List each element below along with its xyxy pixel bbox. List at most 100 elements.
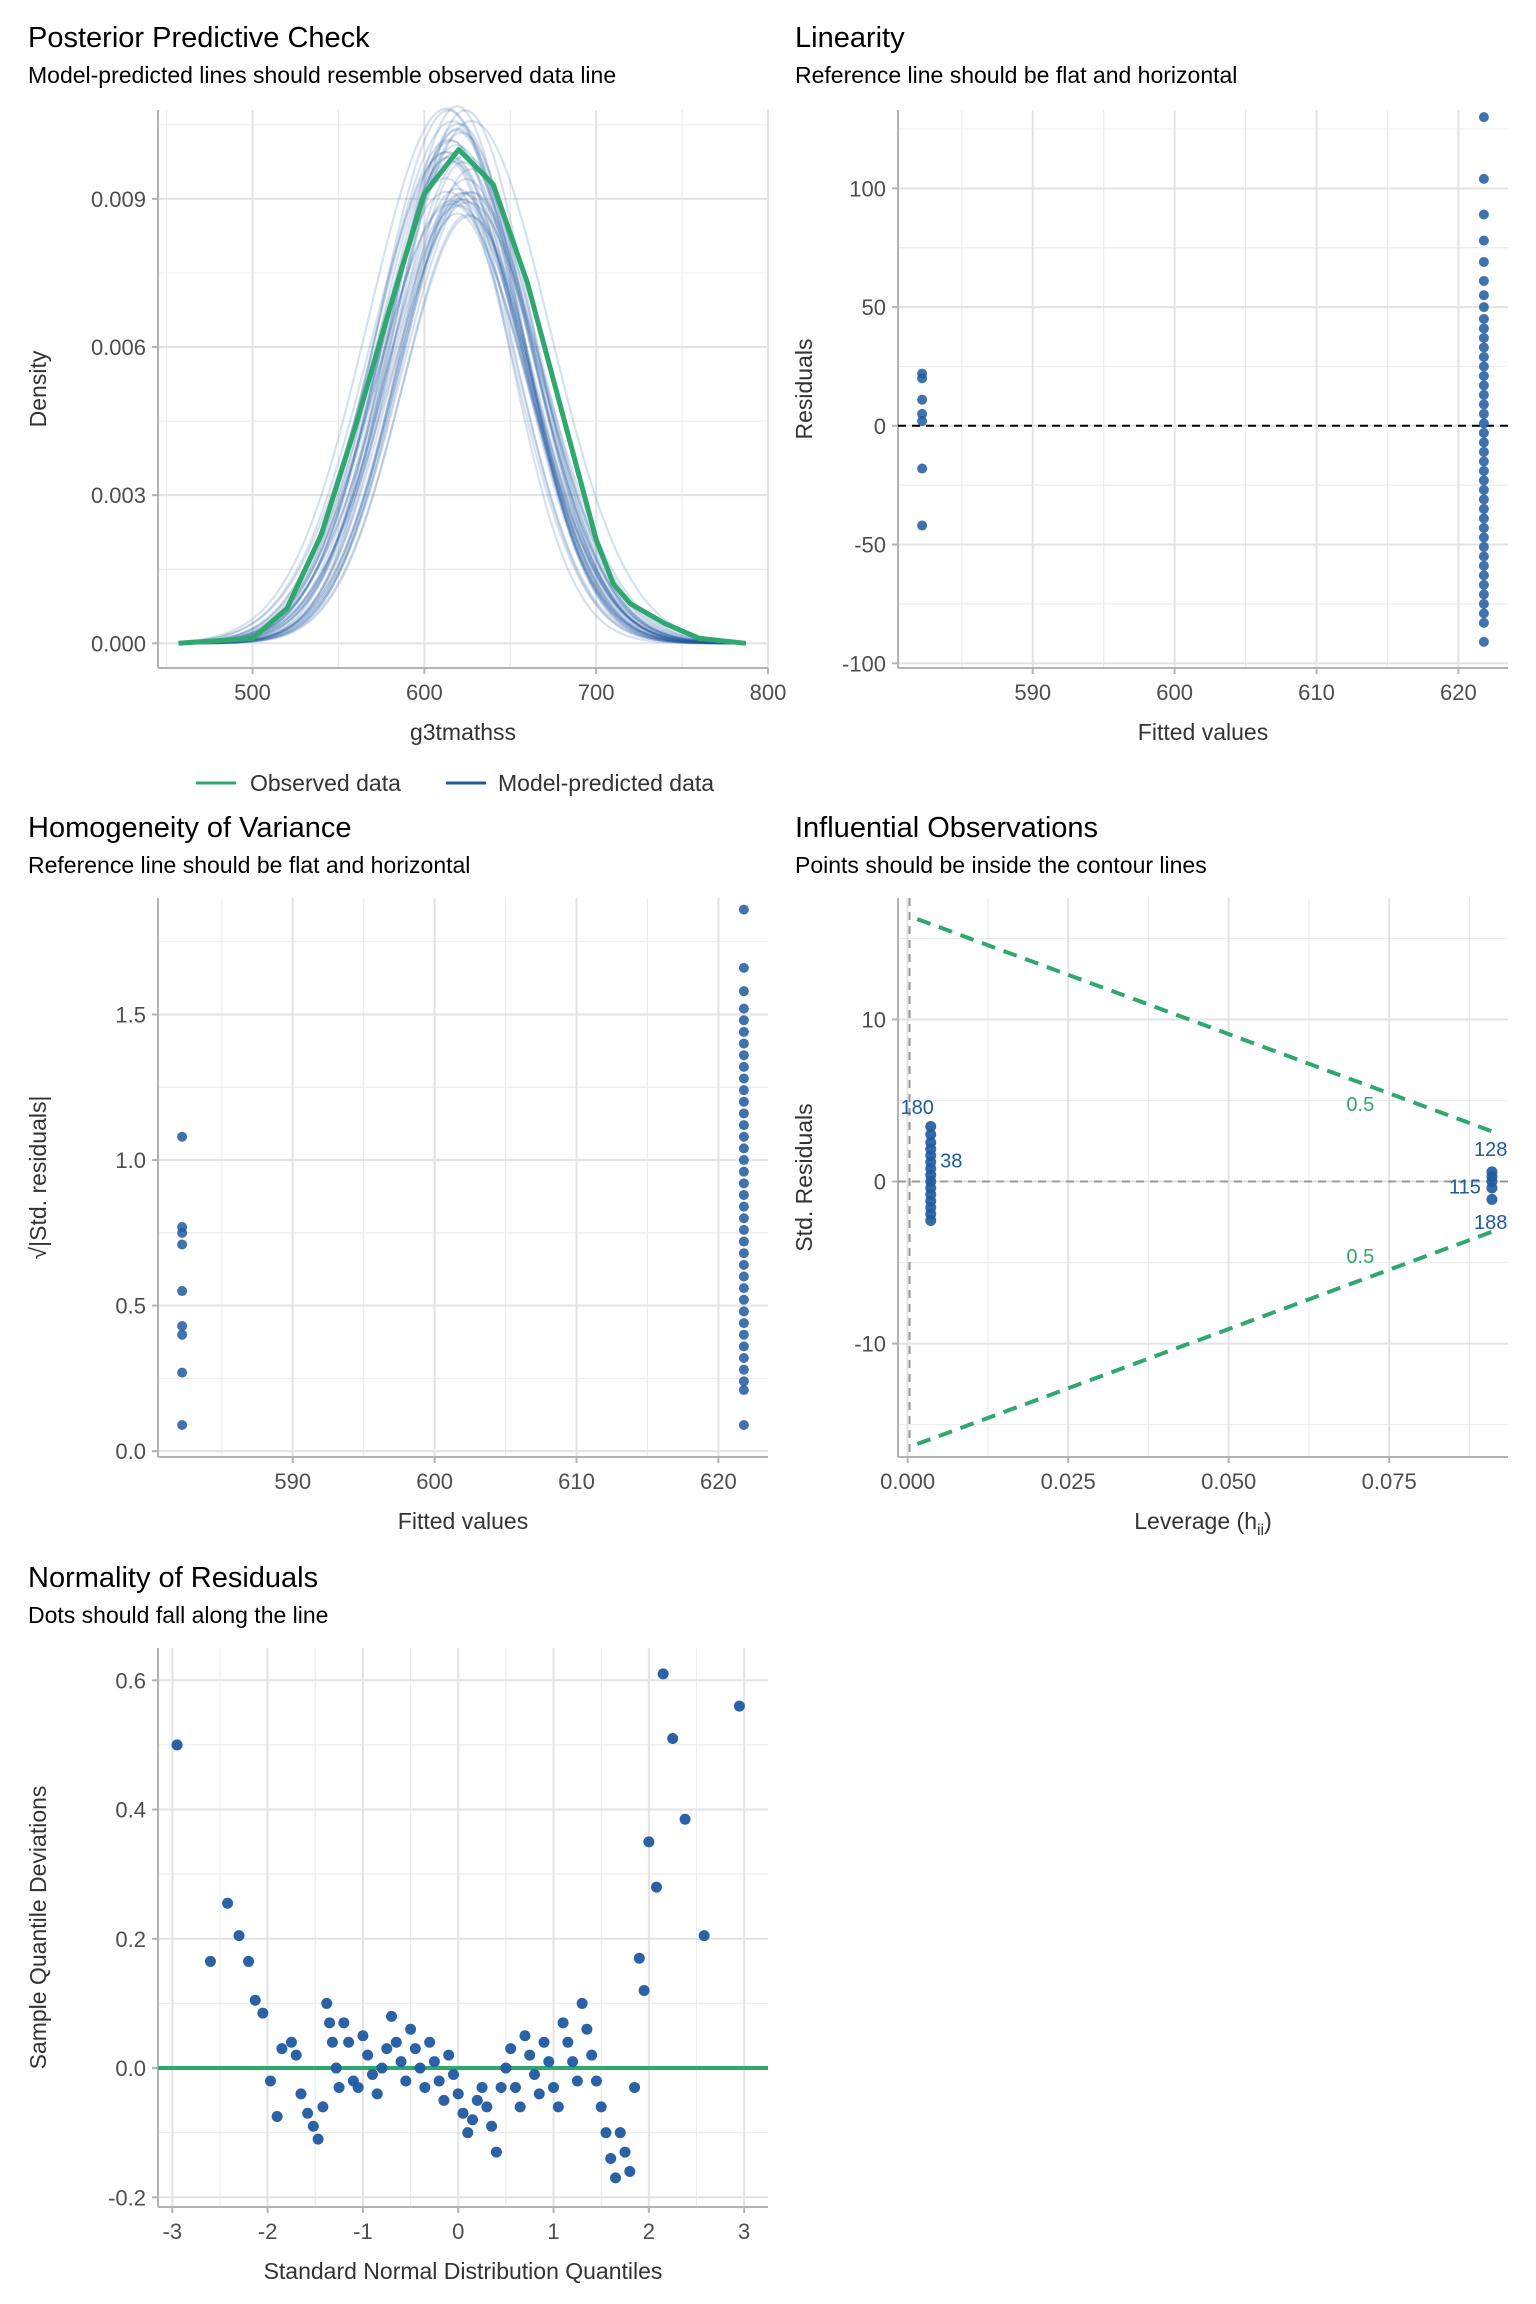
lin-point [1478, 503, 1489, 514]
nor-point [650, 1881, 662, 1893]
nor-point [667, 1732, 679, 1744]
hov-point [738, 1085, 749, 1096]
nor-point [321, 1997, 333, 2009]
nor-y-tick-label: 0.2 [115, 1927, 146, 1952]
lin-point [1478, 399, 1489, 410]
lin-axes: 590 600 610 620 -100 -50 0 50 100 Fitted values Re… [791, 110, 1508, 745]
nor-point [409, 2043, 421, 2055]
nor-y-tick-label: 0.0 [115, 2056, 146, 2081]
lin-point [1478, 332, 1489, 343]
ppc-predicted-line [178, 187, 746, 645]
lin-subtitle: Reference line should be flat and horizo… [795, 62, 1238, 88]
lin-y-tick-label: 50 [862, 295, 886, 320]
inf-x-tick-label: 0.000 [880, 1469, 935, 1494]
lin-point [917, 408, 928, 419]
ppc-predicted-line [178, 197, 746, 645]
nor-point [505, 2043, 517, 2055]
ppc-predicted-line [178, 192, 746, 645]
hov-point [177, 1227, 188, 1238]
nor-x-tick-label: -2 [258, 2219, 278, 2244]
lin-x-tick-label: 590 [1014, 680, 1051, 705]
ppc-predicted-line [178, 200, 746, 645]
lin-point [1478, 494, 1489, 505]
lin-point [917, 394, 928, 405]
lin-y-tick-label: -100 [842, 651, 886, 676]
nor-point [264, 2075, 276, 2087]
nor-y-axis-title: Sample Quantile Deviations [25, 1786, 51, 2070]
lin-point [917, 416, 928, 427]
lin-point [1478, 418, 1489, 429]
hov-point [738, 1364, 749, 1375]
nor-axes: -3 -2 -1 0 1 2 3 -0.2 0.0 0.2 0.4 0.6 Standard Norma… [25, 1648, 768, 2284]
nor-point [567, 2056, 579, 2068]
ppc-predicted-line [178, 176, 746, 645]
hov-point [177, 1286, 188, 1297]
hov-point [738, 1306, 749, 1317]
nor-point [638, 1985, 650, 1997]
hov-x-tick-label: 610 [558, 1469, 595, 1494]
inf-point [925, 1214, 937, 1226]
ppc-predicted-line [178, 128, 746, 645]
hov-point [738, 1385, 749, 1396]
nor-point [307, 2120, 319, 2132]
hov-point [738, 1178, 749, 1189]
legend-observed-label: Observed data [250, 770, 401, 796]
nor-point [457, 2107, 469, 2119]
nor-point [249, 1994, 261, 2006]
nor-point [543, 2056, 555, 2068]
lin-point [917, 520, 928, 531]
lin-point [1478, 617, 1489, 628]
nor-point [590, 2075, 602, 2087]
nor-point [595, 2101, 607, 2113]
hov-point [738, 1166, 749, 1177]
hov-y-axis-title: √|Std. residuals| [25, 1096, 51, 1260]
ppc-series [178, 104, 746, 646]
hov-point [738, 1189, 749, 1200]
inf-y-tick-label: 0 [874, 1170, 886, 1195]
ppc-y-tick-label: 0.003 [91, 483, 146, 508]
ppc-predicted-line [178, 139, 746, 645]
nor-subtitle: Dots should fall along the line [28, 1602, 329, 1628]
lin-point [1478, 484, 1489, 495]
ppc-predicted-line [178, 167, 746, 645]
ppc-predicted-line [178, 104, 746, 645]
hov-point [177, 1239, 188, 1250]
ppc-x-tick-label: 800 [750, 680, 787, 705]
lin-point [1478, 389, 1489, 400]
lin-point [1478, 522, 1489, 533]
nor-x-tick-label: 3 [738, 2219, 750, 2244]
lin-y-tick-label: 0 [874, 414, 886, 439]
nor-point [657, 1668, 669, 1680]
hov-point [738, 1271, 749, 1282]
lin-y-tick-label: -50 [854, 533, 886, 558]
ppc-predicted-line [178, 159, 746, 645]
hov-point [738, 1419, 749, 1430]
hov-point [738, 1015, 749, 1026]
hov-point [738, 1224, 749, 1235]
nor-point [509, 2081, 521, 2093]
inf-contour-label: 0.5 [1346, 1246, 1374, 1268]
lin-y-tick-label: 100 [849, 176, 886, 201]
lin-x-tick-label: 600 [1156, 680, 1193, 705]
lin-point [1478, 636, 1489, 647]
legend-predicted-label: Model-predicted data [498, 770, 714, 796]
nor-point [571, 2075, 583, 2087]
nor-point [371, 2088, 383, 2100]
nor-point [357, 2030, 369, 2042]
nor-point [548, 2081, 560, 2093]
ppc-predicted-line [178, 199, 746, 645]
ppc-predicted-line [178, 213, 746, 645]
hov-point [738, 1236, 749, 1247]
inf-x-axis-title-end: ) [1264, 1508, 1272, 1534]
inf-point-label: 188 [1474, 1212, 1507, 1234]
lin-point [1478, 579, 1489, 590]
lin-point [1478, 351, 1489, 362]
lin-points [898, 112, 1508, 647]
lin-point [1478, 475, 1489, 486]
hov-axes: 590 600 610 620 0.0 0.5 1.0 1.5 Fitted values √|S… [25, 898, 768, 1534]
hov-point [738, 1318, 749, 1329]
hov-point [738, 1038, 749, 1049]
nor-x-axis-title: Standard Normal Distribution Quantiles [264, 2258, 663, 2284]
ppc-subtitle: Model-predicted lines should resemble ob… [28, 62, 617, 88]
ppc-predicted-line [178, 177, 746, 645]
